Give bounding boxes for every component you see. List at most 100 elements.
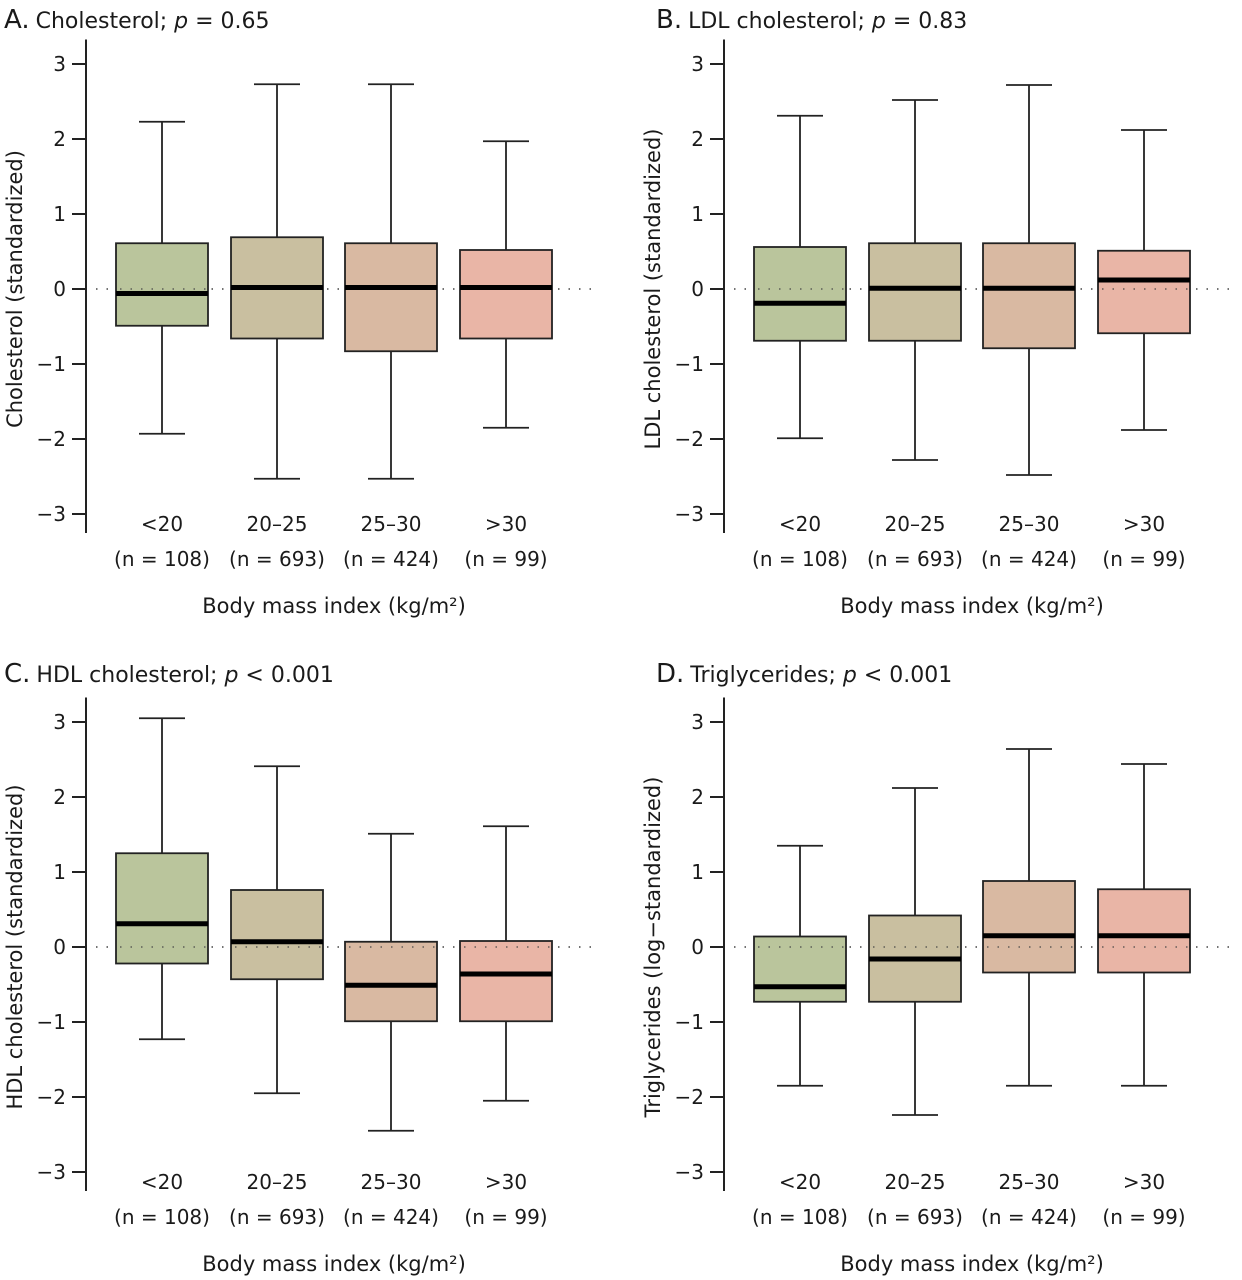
x-category-label: <20 bbox=[779, 1170, 821, 1194]
x-axis-title: Body mass index (kg/m²) bbox=[202, 594, 466, 618]
x-sample-size-label: (n = 108) bbox=[752, 547, 848, 571]
x-category-label: >30 bbox=[1123, 1170, 1165, 1194]
iqr-box bbox=[230, 889, 324, 981]
panel-title-text: LDL cholesterol; bbox=[688, 9, 872, 34]
x-sample-size-label: (n = 693) bbox=[867, 1205, 963, 1229]
box-4 bbox=[1097, 763, 1191, 1087]
panel-title: C. HDL cholesterol; p < 0.001 bbox=[4, 659, 334, 689]
x-sample-size-label: (n = 693) bbox=[229, 1205, 325, 1229]
y-tick-label: −1 bbox=[37, 352, 66, 376]
x-category-label: <20 bbox=[779, 512, 821, 536]
x-sample-size-label: (n = 693) bbox=[229, 547, 325, 571]
box-1 bbox=[115, 717, 209, 1041]
box-2 bbox=[868, 787, 962, 1116]
x-category-label: 25–30 bbox=[361, 1170, 422, 1194]
y-tick-label: 2 bbox=[53, 127, 66, 151]
box-4 bbox=[459, 140, 553, 429]
box-3 bbox=[344, 83, 438, 480]
y-axis-title: LDL cholesterol (standardized) bbox=[641, 129, 665, 450]
box-2 bbox=[230, 765, 324, 1095]
iqr-box bbox=[1097, 249, 1191, 335]
panel-letter: C. bbox=[4, 659, 30, 689]
y-tick-label: 1 bbox=[53, 202, 66, 226]
y-tick-label: −1 bbox=[37, 1010, 66, 1034]
x-category-label: <20 bbox=[141, 512, 183, 536]
y-tick-label: 1 bbox=[691, 860, 704, 884]
p-value: < 0.001 bbox=[238, 663, 333, 688]
y-tick-label: 0 bbox=[691, 277, 704, 301]
y-tick-label: −3 bbox=[675, 502, 704, 526]
p-value: = 0.83 bbox=[886, 9, 967, 34]
p-symbol: p bbox=[842, 663, 857, 688]
panel-title: A. Cholesterol; p = 0.65 bbox=[4, 5, 270, 35]
x-category-label: 20–25 bbox=[247, 1170, 308, 1194]
y-tick-label: 2 bbox=[691, 127, 704, 151]
y-axis-title: Triglycerides (log−standardized) bbox=[641, 777, 665, 1119]
y-tick-label: 0 bbox=[53, 277, 66, 301]
y-tick-label: −2 bbox=[37, 1085, 66, 1109]
y-tick-label: −1 bbox=[675, 1010, 704, 1034]
y-tick-label: −3 bbox=[37, 1160, 66, 1184]
iqr-box bbox=[868, 242, 962, 342]
x-sample-size-label: (n = 424) bbox=[343, 1205, 439, 1229]
x-category-label: 20–25 bbox=[885, 1170, 946, 1194]
panel-letter: D. bbox=[656, 659, 684, 689]
x-sample-size-label: (n = 693) bbox=[867, 547, 963, 571]
box-2 bbox=[868, 99, 962, 461]
y-tick-label: −1 bbox=[675, 352, 704, 376]
y-tick-label: 3 bbox=[53, 52, 66, 76]
y-tick-label: 3 bbox=[691, 710, 704, 734]
y-tick-label: −3 bbox=[37, 502, 66, 526]
x-sample-size-label: (n = 99) bbox=[464, 1205, 547, 1229]
y-tick-label: −2 bbox=[675, 1085, 704, 1109]
y-tick-label: 3 bbox=[691, 52, 704, 76]
iqr-box bbox=[115, 852, 209, 965]
x-sample-size-label: (n = 99) bbox=[464, 547, 547, 571]
box-1 bbox=[753, 114, 847, 440]
y-tick-label: 2 bbox=[53, 785, 66, 809]
panel-title: B. LDL cholesterol; p = 0.83 bbox=[656, 5, 967, 35]
panel-letter: B. bbox=[656, 5, 682, 35]
y-tick-label: 2 bbox=[691, 785, 704, 809]
iqr-box bbox=[459, 249, 553, 340]
box-3 bbox=[344, 832, 438, 1132]
x-category-label: >30 bbox=[1123, 512, 1165, 536]
x-sample-size-label: (n = 108) bbox=[114, 1205, 210, 1229]
iqr-box bbox=[459, 940, 553, 1023]
x-sample-size-label: (n = 424) bbox=[981, 547, 1077, 571]
panel-a: A. Cholesterol; p = 0.65 3 2 1 0 −1 −2 −3 Cholest… bbox=[3, 5, 596, 618]
iqr-box bbox=[982, 242, 1076, 350]
box-4 bbox=[1097, 129, 1191, 431]
x-category-label: 25–30 bbox=[999, 512, 1060, 536]
x-axis-title: Body mass index (kg/m²) bbox=[840, 1252, 1104, 1276]
panel-c: C. HDL cholesterol; p < 0.001 3 2 1 0 −1 −2 −3 HD… bbox=[3, 659, 596, 1276]
iqr-box bbox=[115, 242, 209, 327]
x-sample-size-label: (n = 424) bbox=[981, 1205, 1077, 1229]
x-sample-size-label: (n = 108) bbox=[752, 1205, 848, 1229]
x-category-label: 25–30 bbox=[361, 512, 422, 536]
box-3 bbox=[982, 84, 1076, 476]
box-1 bbox=[753, 844, 847, 1087]
box-2 bbox=[230, 83, 324, 480]
box-4 bbox=[459, 825, 553, 1102]
panel-b: B. LDL cholesterol; p = 0.83 3 2 1 0 −1 −2 −3 LDL… bbox=[641, 5, 1234, 618]
y-tick-label: 1 bbox=[53, 860, 66, 884]
x-category-label: >30 bbox=[485, 512, 527, 536]
box-1 bbox=[115, 120, 209, 435]
panel-title-text: HDL cholesterol; bbox=[36, 663, 224, 688]
x-axis-title: Body mass index (kg/m²) bbox=[202, 1252, 466, 1276]
panel-title: D. Triglycerides; p < 0.001 bbox=[656, 659, 952, 689]
p-symbol: p bbox=[223, 663, 238, 688]
p-value: = 0.65 bbox=[188, 9, 269, 34]
x-category-label: 20–25 bbox=[247, 512, 308, 536]
panel-title-text: Triglycerides; bbox=[689, 663, 843, 688]
panel-title-text: Cholesterol; bbox=[36, 9, 175, 34]
x-category-label: 20–25 bbox=[885, 512, 946, 536]
iqr-box bbox=[753, 246, 847, 342]
y-axis-title: Cholesterol (standardized) bbox=[3, 150, 27, 428]
y-tick-label: 0 bbox=[53, 935, 66, 959]
iqr-box bbox=[344, 940, 438, 1023]
x-category-label: <20 bbox=[141, 1170, 183, 1194]
p-symbol: p bbox=[173, 9, 188, 34]
x-sample-size-label: (n = 424) bbox=[343, 547, 439, 571]
